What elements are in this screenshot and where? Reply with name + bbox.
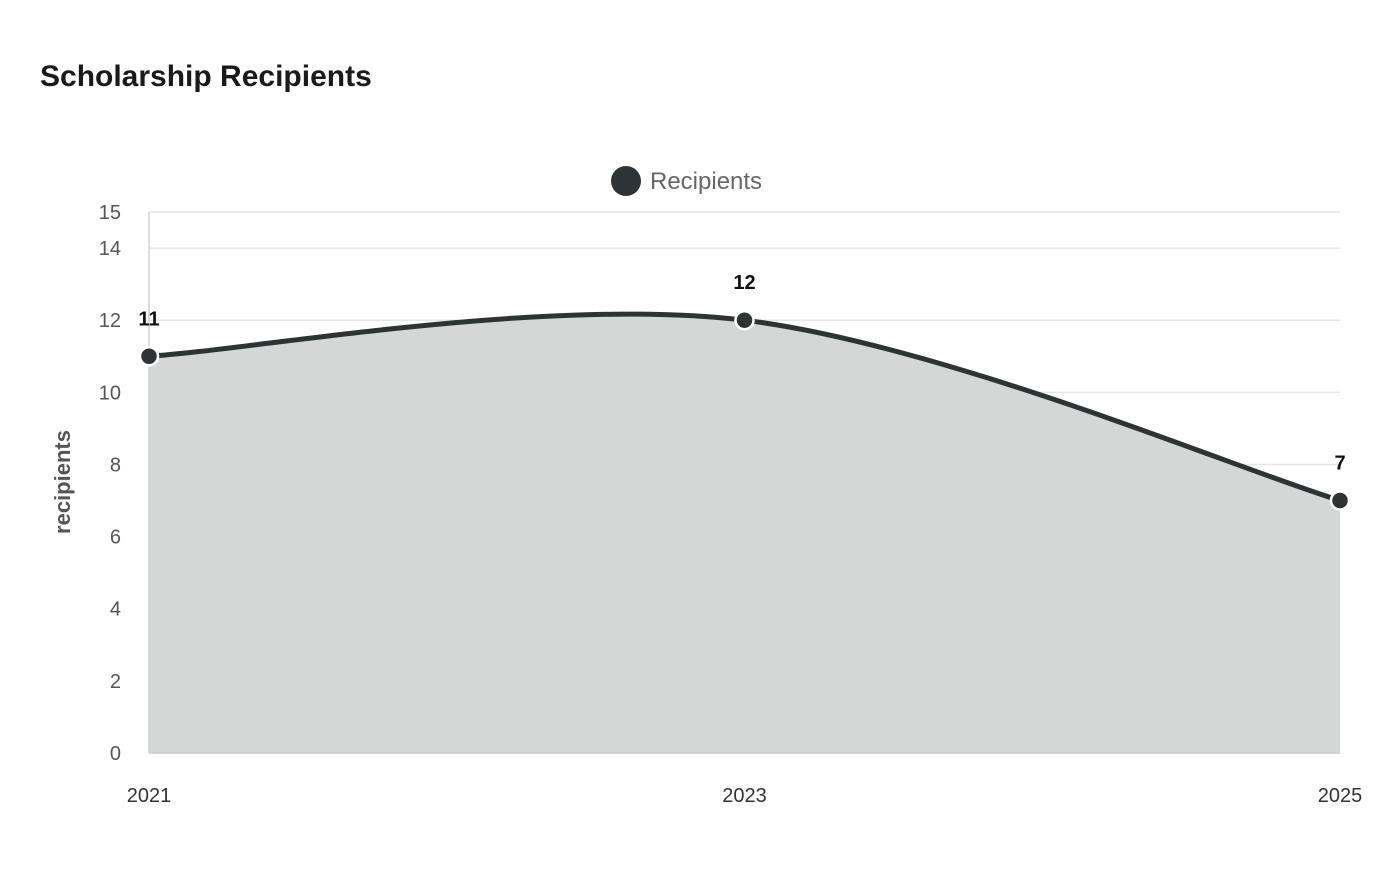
y-axis-label: recipients xyxy=(50,430,75,534)
data-point-2021[interactable] xyxy=(138,346,160,367)
y-tick-label-12: 12 xyxy=(99,310,121,332)
legend[interactable]: Recipients xyxy=(611,166,762,196)
y-tick-label-15: 15 xyxy=(99,202,121,224)
y-tick-label-10: 10 xyxy=(99,382,121,404)
y-tick-label-4: 4 xyxy=(110,599,121,621)
y-tick-label-2: 2 xyxy=(110,671,121,693)
data-label-2021: 11 xyxy=(138,308,159,330)
x-tick-label-2025: 2025 xyxy=(1318,785,1363,807)
tick-labels: 0 2 4 6 8 10 12 14 15 2021 2023 2025 xyxy=(99,202,1363,807)
data-point-2025[interactable] xyxy=(1329,490,1351,511)
x-tick-label-2023: 2023 xyxy=(722,785,767,807)
y-tick-label-8: 8 xyxy=(110,454,121,476)
y-tick-label-0: 0 xyxy=(110,743,121,765)
area-fill-layer xyxy=(149,314,1340,753)
legend-label-recipients[interactable]: Recipients xyxy=(650,168,762,195)
chart-title: Scholarship Recipients xyxy=(40,60,372,93)
x-tick-label-2021: 2021 xyxy=(127,785,172,807)
data-points xyxy=(138,309,1351,511)
axes xyxy=(148,212,1340,754)
area-fill-recipients xyxy=(149,314,1340,753)
legend-marker-recipients[interactable] xyxy=(611,166,641,196)
y-tick-label-14: 14 xyxy=(99,238,121,260)
data-point-2023[interactable] xyxy=(734,309,755,331)
data-label-2025: 7 xyxy=(1334,453,1345,475)
data-label-2023: 12 xyxy=(733,272,755,294)
y-tick-label-6: 6 xyxy=(110,527,121,549)
data-labels: 11 12 7 xyxy=(138,272,1345,474)
